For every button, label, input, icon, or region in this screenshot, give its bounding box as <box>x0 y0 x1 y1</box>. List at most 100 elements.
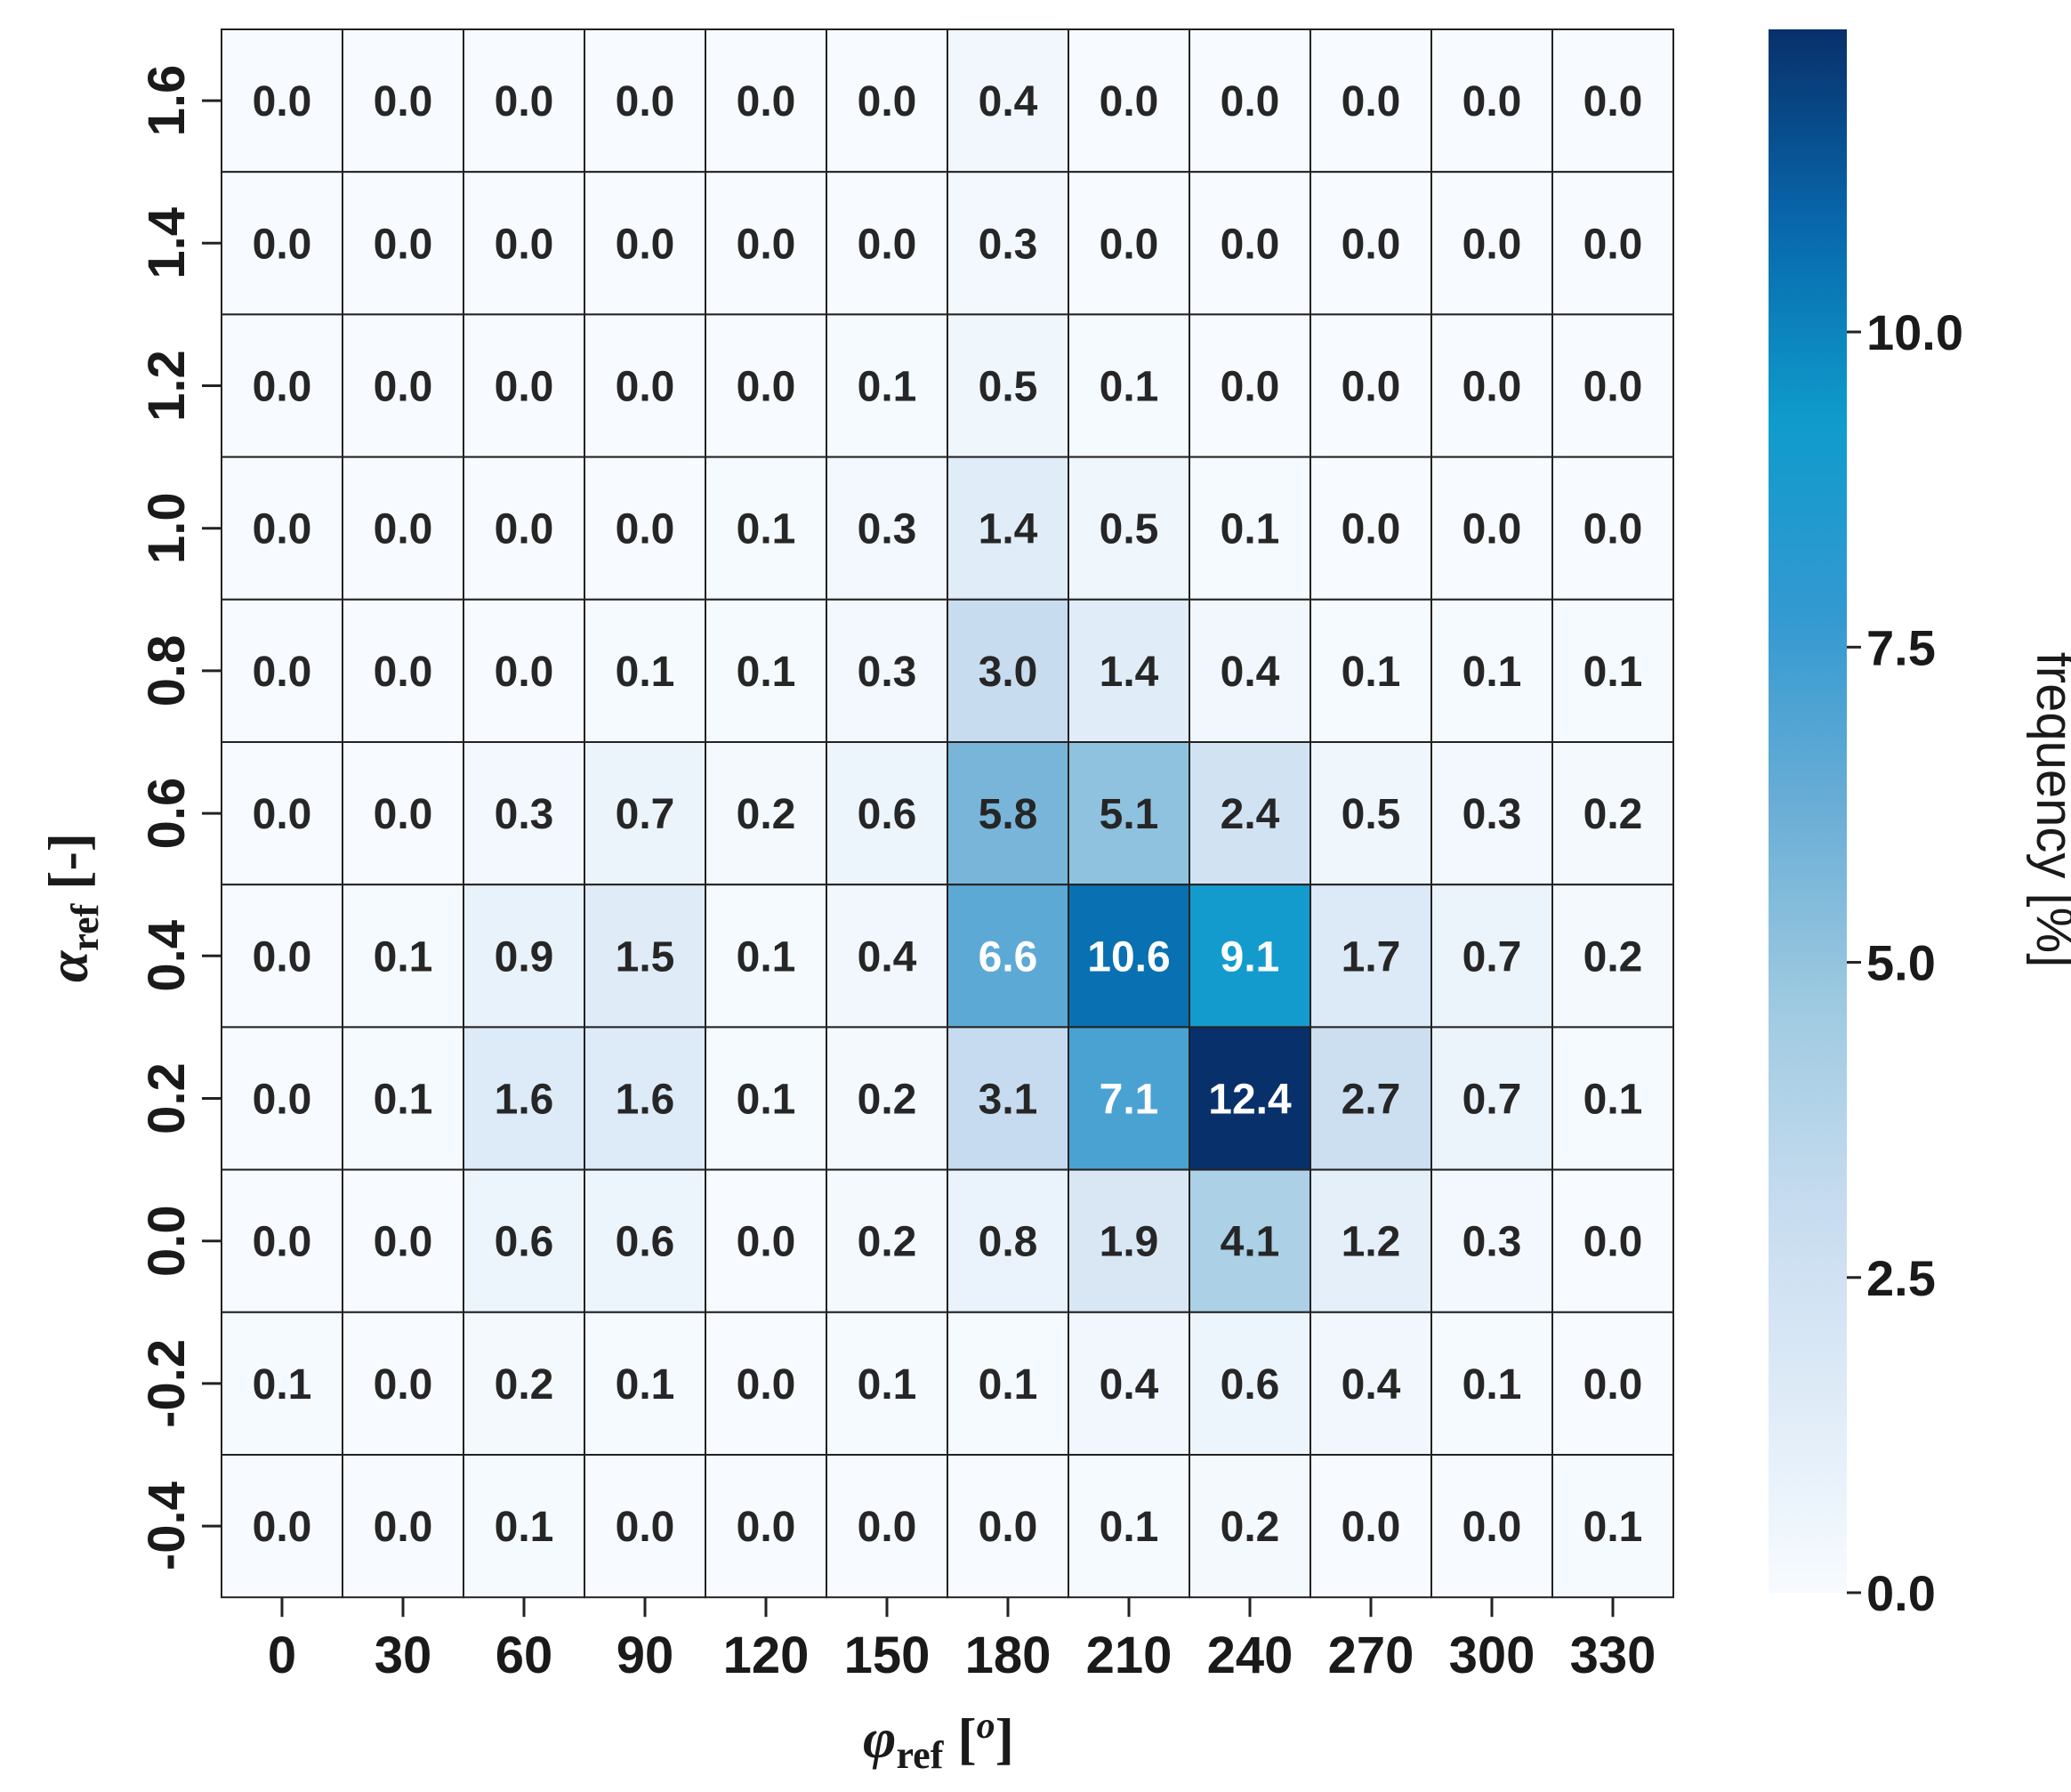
y-axis-label-main: α <box>36 949 100 982</box>
colorbar-tick-label: 7.5 <box>1866 619 1936 675</box>
cell-value-label: 0.0 <box>374 221 433 268</box>
cell-value-label: 0.0 <box>737 364 796 411</box>
cell-value-label: 0.0 <box>1463 1504 1522 1551</box>
x-tick-label: 0 <box>268 1627 296 1684</box>
heatmap-cell <box>705 313 827 458</box>
cell-value-label: 0.0 <box>1463 78 1522 125</box>
cell-value-label: 0.1 <box>737 933 796 981</box>
heatmap-cell <box>463 1026 585 1171</box>
cell-value-label: 0.0 <box>616 1504 675 1551</box>
heatmap-cell <box>1309 741 1432 886</box>
heatmap-cell <box>463 313 585 458</box>
cell-value-label: 0.0 <box>1342 364 1401 411</box>
heatmap-cell <box>584 313 706 458</box>
heatmap-cell <box>1430 1168 1553 1313</box>
heatmap-cell <box>1551 171 1674 316</box>
cell-value-label: 0.1 <box>858 1361 917 1409</box>
heatmap-cell <box>463 1311 585 1457</box>
y-tick-label: -0.4 <box>138 1481 196 1570</box>
cell-value-label: 3.0 <box>979 649 1038 696</box>
cell-value-label: 0.1 <box>1342 649 1401 696</box>
heatmap-cell <box>584 28 706 174</box>
heatmap-cell <box>221 28 343 174</box>
cell-value-label: 5.8 <box>979 791 1038 838</box>
cell-value-label: 0.0 <box>253 221 312 268</box>
heatmap-cell <box>463 598 585 743</box>
heatmap-cell <box>705 1026 827 1171</box>
x-tick-label: 60 <box>496 1627 553 1684</box>
cell-value-label: 0.7 <box>616 791 675 838</box>
cell-value-label: 0.0 <box>1463 506 1522 553</box>
cell-value-label: 0.0 <box>1100 221 1159 268</box>
colorbar-tick-label: 10.0 <box>1866 304 1963 360</box>
cell-value-label: 0.0 <box>253 1077 312 1124</box>
cell-value-label: 0.2 <box>737 791 796 838</box>
x-tick-label: 330 <box>1570 1627 1656 1684</box>
heatmap-cell <box>1430 598 1553 743</box>
colorbar-ticks: 0.0 2.5 5.0 7.5 10.0 <box>1847 304 1963 1621</box>
heatmap-cell <box>1189 171 1311 316</box>
cell-value-label: 0.1 <box>858 364 917 411</box>
colorbar-tick-label: 0.0 <box>1866 1565 1936 1621</box>
cell-value-label: 0.0 <box>374 1504 433 1551</box>
heatmap-cell <box>1189 884 1311 1029</box>
heatmap-cell <box>221 313 343 458</box>
cell-value-label: 0.5 <box>1342 791 1401 838</box>
cell-value-label: 0.1 <box>1221 506 1280 553</box>
cell-value-label: 0.1 <box>253 1361 312 1409</box>
cell-value-label: 0.7 <box>1463 1077 1522 1124</box>
heatmap-cell <box>1430 171 1553 316</box>
cell-value-label: 0.0 <box>1342 221 1401 268</box>
cell-value-label: 0.0 <box>858 221 917 268</box>
cell-value-label: 9.1 <box>1221 933 1280 981</box>
cell-value-label: 0.0 <box>253 649 312 696</box>
cell-value-label: 7.1 <box>1100 1077 1159 1124</box>
heatmap-cell <box>947 741 1069 886</box>
heatmap-cell <box>947 1311 1069 1457</box>
heatmap-cell <box>1551 456 1674 601</box>
heatmap-cell <box>947 456 1069 601</box>
cell-value-label: 0.1 <box>374 1077 433 1124</box>
cell-value-label: 1.6 <box>495 1077 554 1124</box>
heatmap-cell <box>1551 1026 1674 1171</box>
cell-value-label: 0.0 <box>1463 364 1522 411</box>
heatmap-cell <box>705 171 827 316</box>
cell-value-label: 0.0 <box>253 791 312 838</box>
heatmap-cell <box>1309 456 1432 601</box>
cell-value-label: 0.2 <box>1583 791 1643 838</box>
y-axis-label: αref [-] <box>36 833 107 982</box>
cell-value-label: 0.3 <box>1463 791 1522 838</box>
cell-value-label: 0.1 <box>979 1361 1038 1409</box>
heatmap-cell <box>1068 171 1190 316</box>
cell-value-label: 0.6 <box>616 1219 675 1266</box>
cell-value-label: 0.0 <box>737 1219 796 1266</box>
colorbar-tick-label: 5.0 <box>1866 935 1936 991</box>
heatmap-cell <box>221 598 343 743</box>
heatmap-cell <box>705 598 827 743</box>
cell-value-label: 0.0 <box>374 506 433 553</box>
heatmap-cell <box>221 884 343 1029</box>
cell-value-label: 12.4 <box>1208 1077 1292 1124</box>
heatmap-cell <box>1551 1311 1674 1457</box>
cell-value-label: 0.0 <box>1583 78 1643 125</box>
cell-value-label: 1.4 <box>1100 649 1159 696</box>
x-tick-label: 240 <box>1207 1627 1293 1684</box>
cell-value-label: 0.0 <box>1583 221 1643 268</box>
cell-value-label: 0.1 <box>737 649 796 696</box>
cell-value-label: 0.0 <box>495 78 554 125</box>
cell-value-label: 0.0 <box>495 649 554 696</box>
cell-value-label: 1.6 <box>616 1077 675 1124</box>
cell-value-label: 0.6 <box>858 791 917 838</box>
cell-value-label: 6.6 <box>979 933 1038 981</box>
cell-value-label: 0.0 <box>1221 221 1280 268</box>
cell-value-label: 0.0 <box>1583 506 1643 553</box>
cell-value-label: 0.0 <box>253 506 312 553</box>
heatmap-cell <box>1430 1311 1553 1457</box>
cell-value-label: 0.4 <box>1100 1361 1159 1409</box>
heatmap-cell <box>342 1311 464 1457</box>
heatmap-cell <box>463 884 585 1029</box>
cell-value-label: 0.0 <box>1583 1219 1643 1266</box>
heatmap-cell <box>1068 1026 1190 1171</box>
x-tick-label: 210 <box>1086 1627 1172 1684</box>
